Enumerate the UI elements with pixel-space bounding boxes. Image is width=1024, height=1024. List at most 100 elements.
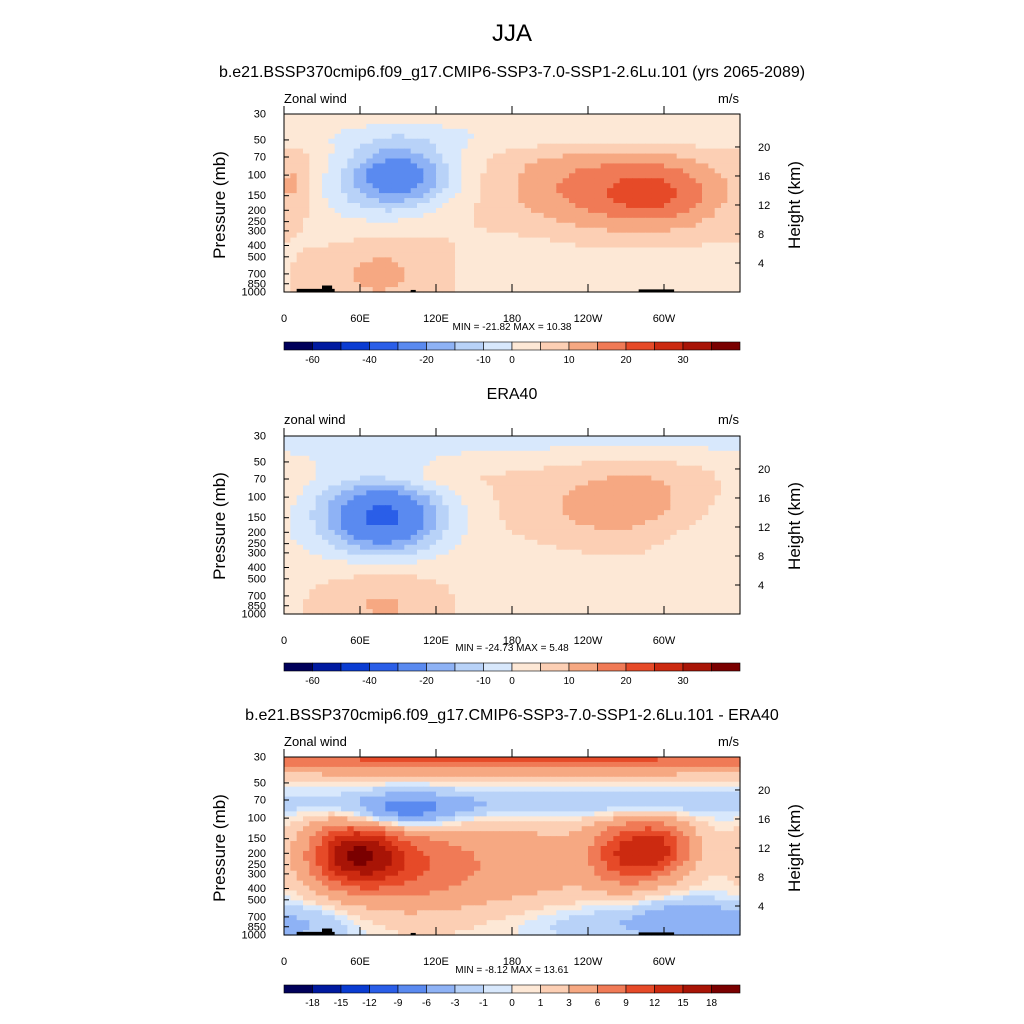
field-cell xyxy=(303,282,310,288)
field-cell xyxy=(398,440,405,447)
field-cell xyxy=(366,282,374,288)
panel-2-variable-label: zonal wind xyxy=(284,412,346,427)
field-cell xyxy=(518,460,526,467)
field-cell xyxy=(607,277,614,283)
field-cell xyxy=(341,589,348,595)
field-cell xyxy=(347,123,355,130)
field-cell xyxy=(550,168,557,174)
field-cell xyxy=(461,584,469,590)
field-cell xyxy=(651,188,659,194)
field-cell xyxy=(683,227,690,234)
field-cell xyxy=(619,198,627,204)
field-cell xyxy=(721,232,728,239)
field-cell xyxy=(562,242,570,249)
field-cell xyxy=(379,282,386,288)
field-cell xyxy=(550,564,557,571)
field-cell xyxy=(657,544,665,551)
field-cell xyxy=(575,193,583,199)
field-cell xyxy=(619,143,627,150)
field-cell xyxy=(518,237,526,244)
field-cell xyxy=(467,247,475,254)
field-cell xyxy=(594,222,602,229)
field-cell xyxy=(657,455,665,462)
field-cell xyxy=(385,475,393,482)
field-cell xyxy=(626,490,633,496)
field-cell xyxy=(708,584,716,590)
field-cell xyxy=(683,549,690,556)
field-cell xyxy=(467,584,475,590)
field-cell xyxy=(372,450,380,457)
field-cell xyxy=(619,262,627,268)
field-cell xyxy=(442,193,450,199)
field-cell xyxy=(588,549,595,556)
field-cell xyxy=(600,203,608,209)
field-cell xyxy=(309,138,317,145)
field-cell xyxy=(309,123,317,130)
field-cell xyxy=(607,148,614,155)
field-cell xyxy=(360,579,367,585)
field-cell xyxy=(575,183,583,189)
field-cell xyxy=(486,217,494,224)
field-cell xyxy=(626,287,633,293)
field-cell xyxy=(442,114,450,120)
field-cell xyxy=(410,510,418,516)
field-cell xyxy=(600,450,608,457)
field-cell xyxy=(727,505,735,511)
field-cell xyxy=(556,495,564,501)
field-cell xyxy=(284,262,291,268)
field-cell xyxy=(391,475,399,482)
field-cell xyxy=(423,584,431,590)
field-cell xyxy=(619,554,627,561)
field-cell xyxy=(721,544,728,551)
field-cell xyxy=(531,128,538,135)
field-cell xyxy=(499,227,507,234)
field-cell xyxy=(360,222,367,229)
field-cell xyxy=(360,287,367,293)
field-cell xyxy=(461,539,469,546)
field-cell xyxy=(296,114,304,120)
field-cell xyxy=(670,465,678,472)
field-cell xyxy=(442,505,450,511)
field-cell xyxy=(670,128,678,135)
field-cell xyxy=(613,485,621,491)
field-cell xyxy=(714,163,722,169)
field-cell xyxy=(676,217,684,224)
field-cell xyxy=(372,247,380,254)
field-cell xyxy=(638,272,646,278)
field-cell xyxy=(721,520,728,526)
field-cell xyxy=(664,544,671,551)
field-cell xyxy=(429,525,437,531)
field-cell xyxy=(670,500,678,506)
field-cell xyxy=(607,440,614,447)
field-cell xyxy=(486,123,494,130)
field-cell xyxy=(448,114,456,120)
field-cell xyxy=(645,153,652,160)
field-cell xyxy=(436,579,443,585)
field-cell xyxy=(379,569,386,576)
field-cell xyxy=(727,163,735,169)
field-cell xyxy=(404,465,412,472)
field-cell xyxy=(619,178,627,184)
field-cell xyxy=(322,148,329,155)
field-cell xyxy=(385,267,393,273)
field-cell xyxy=(689,534,697,541)
field-cell xyxy=(442,440,450,447)
field-cell xyxy=(379,138,386,145)
field-cell xyxy=(309,584,317,590)
field-cell xyxy=(695,460,703,467)
field-cell xyxy=(581,559,589,566)
field-cell xyxy=(676,183,684,189)
field-cell xyxy=(689,193,697,199)
field-cell xyxy=(417,500,424,506)
field-cell xyxy=(600,470,608,477)
field-cell xyxy=(581,574,589,580)
field-cell xyxy=(670,559,678,566)
field-cell xyxy=(645,485,652,491)
field-cell xyxy=(619,222,627,229)
field-cell xyxy=(322,114,329,120)
field-cell xyxy=(360,475,367,482)
field-cell xyxy=(448,277,456,283)
field-cell xyxy=(505,247,513,254)
field-cell xyxy=(328,232,336,239)
field-cell xyxy=(537,460,545,467)
